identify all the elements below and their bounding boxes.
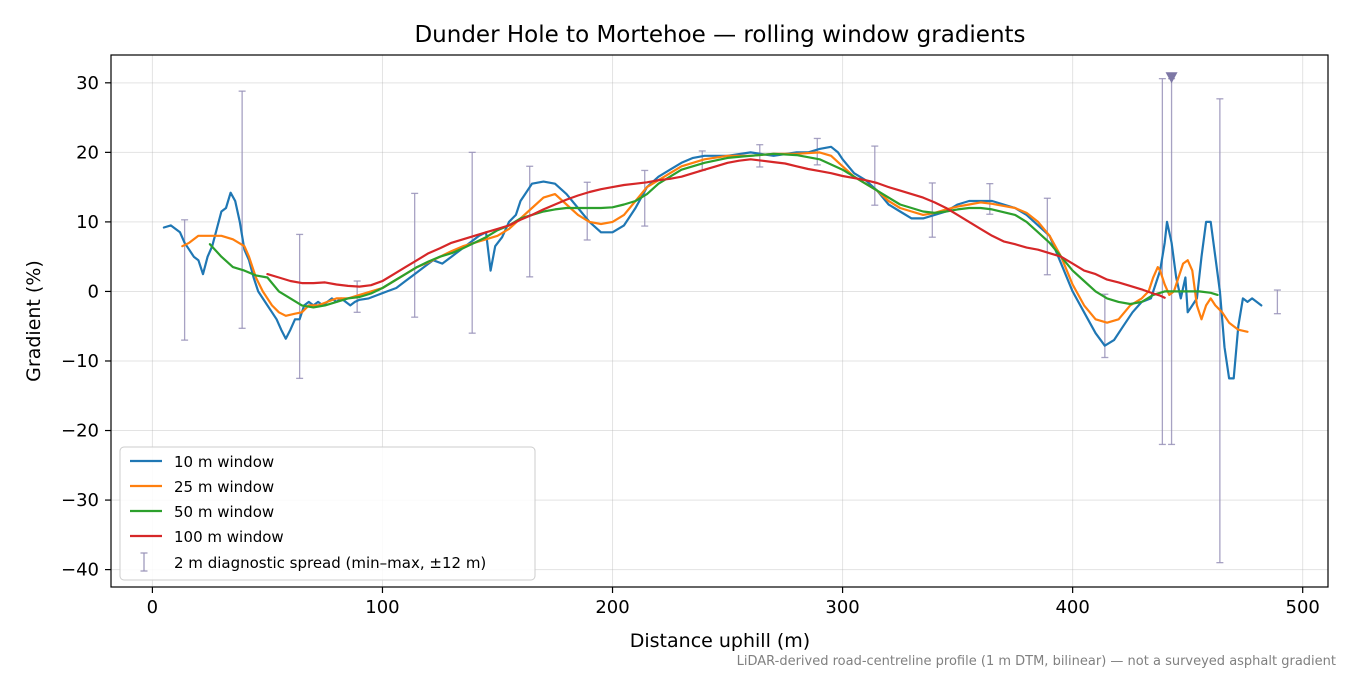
y-tick-label: −40 (61, 560, 99, 581)
legend-label-25m: 25 m window (174, 478, 274, 496)
error-bar (928, 182, 936, 238)
y-axis-label: Gradient (%) (23, 260, 45, 382)
error-bar (1101, 293, 1109, 359)
error-bar (1273, 289, 1281, 315)
legend-label-50m: 50 m window (174, 503, 274, 521)
grid (111, 55, 1328, 587)
y-tick-label: 30 (76, 73, 99, 94)
error-bar (296, 233, 304, 380)
error-bar (871, 145, 879, 206)
error-bar (526, 165, 534, 278)
error-bar (411, 192, 419, 318)
error-bar (238, 90, 246, 329)
error-bar (1043, 197, 1051, 276)
series-line-50m (208, 152, 1219, 309)
legend-box (119, 446, 536, 581)
x-tick-label: 500 (1286, 597, 1320, 618)
error-bar (181, 219, 189, 341)
x-tick-label: 300 (825, 597, 859, 618)
x-axis-label: Distance uphill (m) (630, 630, 810, 652)
series-line-10m (162, 145, 1263, 380)
series-line-100m (266, 158, 1166, 299)
x-tick-label: 200 (595, 597, 629, 618)
footnote: LiDAR-derived road-centreline profile (1… (737, 654, 1336, 669)
legend-label-10m: 10 m window (174, 453, 274, 471)
error-bar (1216, 98, 1224, 564)
x-tick-label: 100 (365, 597, 399, 618)
error-bar (641, 169, 649, 227)
series-lines (162, 145, 1263, 380)
x-tick-label: 0 (147, 597, 158, 618)
legend-label-errorbar: 2 m diagnostic spread (min–max, ±12 m) (174, 554, 486, 572)
triangle-marker (1165, 72, 1178, 84)
plot-frame (110, 54, 1329, 588)
markers (1165, 72, 1178, 84)
legend-swatch-errorbar (140, 552, 148, 572)
y-tick-label: 0 (88, 281, 99, 302)
y-tick-label: 20 (76, 142, 99, 163)
legend: 10 m window 25 m window 50 m window 100 … (119, 446, 536, 581)
y-tick-label: −10 (61, 351, 99, 372)
y-tick-label: −20 (61, 421, 99, 442)
y-tick-label: −30 (61, 490, 99, 511)
x-tick-label: 400 (1055, 597, 1089, 618)
chart-title: Dunder Hole to Mortehoe — rolling window… (414, 22, 1025, 48)
y-tick-label: 10 (76, 212, 99, 233)
legend-label-100m: 100 m window (174, 528, 284, 546)
